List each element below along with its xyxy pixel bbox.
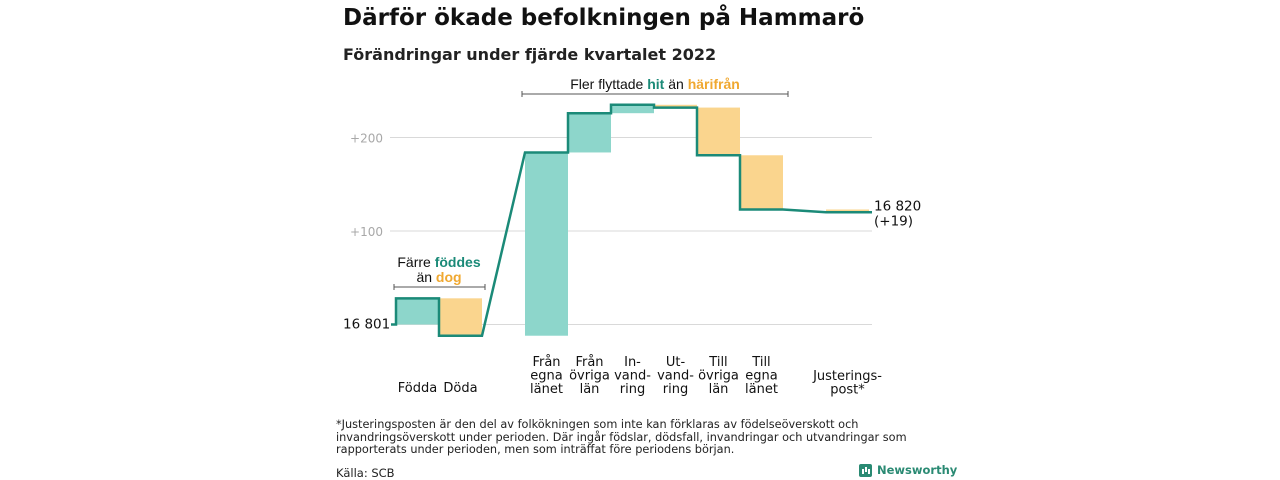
- chart-subtitle: Förändringar under fjärde kvartalet 2022: [343, 45, 717, 64]
- category-label-line: ring: [663, 382, 688, 397]
- bar: [525, 152, 568, 336]
- end-change-label: (+19): [874, 213, 913, 229]
- bar: [826, 209, 869, 213]
- bars: [396, 104, 869, 336]
- migration-annotation-prefix: Fler flyttade: [570, 76, 647, 92]
- category-label-line: ring: [620, 382, 645, 397]
- bar-chart-logo-icon: [859, 463, 872, 477]
- category-label-line: Justerings-: [812, 369, 882, 384]
- category-label-line: post*: [830, 383, 865, 398]
- bar: [439, 298, 482, 336]
- category-label: Födda: [398, 381, 437, 396]
- annotations: Färre föddes än dog Fler flyttade hit än…: [393, 76, 789, 290]
- category-label: Justerings-post*: [812, 369, 882, 398]
- gridlines: +200 +100: [350, 132, 872, 325]
- bar: [568, 113, 611, 153]
- category-label: Döda: [443, 381, 477, 396]
- category-label-line: egna: [745, 369, 777, 384]
- category-label-line: Från: [575, 355, 603, 370]
- deaths-highlight: dog: [436, 269, 462, 285]
- bar: [396, 298, 439, 325]
- category-label-line: övriga: [569, 369, 610, 384]
- cumulative-step-line: [391, 103, 872, 337]
- births-annotation-line1: Färre föddes: [397, 254, 480, 270]
- category-label: Ut-vand-ring: [657, 355, 694, 397]
- category-label-line: Från: [532, 355, 560, 370]
- start-value-label: 16 801: [343, 317, 390, 333]
- category-label: Till egna länet: [745, 355, 778, 397]
- category-label: Från övriga län: [569, 355, 610, 397]
- births-annotation-text: Färre: [397, 254, 434, 270]
- bar: [697, 107, 740, 156]
- category-label-line: Till: [708, 355, 727, 370]
- category-label-line: länet: [530, 382, 563, 397]
- brand-name: Newsworthy: [877, 463, 958, 477]
- bar: [611, 104, 654, 114]
- chart-title: Därför ökade befolkningen på Hammarö: [343, 5, 865, 31]
- category-label-line: vand-: [657, 369, 694, 384]
- category-label-line: Ut-: [666, 355, 686, 370]
- category-label-line: län: [709, 382, 729, 397]
- category-label: In-vand-ring: [614, 355, 651, 397]
- category-label-line: In-: [624, 355, 641, 370]
- bar: [654, 104, 697, 108]
- migration-highlight-in: hit: [647, 76, 664, 92]
- category-label: Från egna länet: [530, 355, 563, 397]
- category-label-line: vand-: [614, 369, 651, 384]
- deaths-annotation-text: än: [416, 269, 435, 285]
- y-tick-label: +200: [350, 132, 383, 146]
- footnote: *Justeringsposten är den del av folkökni…: [336, 418, 907, 456]
- category-label-line: övriga: [698, 369, 739, 384]
- category-label-line: Döda: [443, 381, 477, 396]
- migration-highlight-out: härifrån: [688, 76, 740, 92]
- category-label-line: egna: [530, 369, 562, 384]
- category-label-line: länet: [745, 382, 778, 397]
- category-label-line: Födda: [398, 381, 437, 396]
- end-value-label: 16 820: [874, 198, 921, 214]
- brand-logo: Newsworthy: [859, 463, 957, 477]
- births-highlight: föddes: [435, 254, 481, 270]
- y-tick-label: +100: [350, 225, 383, 239]
- migration-annotation-mid: än: [664, 76, 687, 92]
- source-label: Källa: SCB: [336, 466, 395, 480]
- category-label-line: län: [580, 382, 600, 397]
- migration-annotation: Fler flyttade hit än härifrån: [570, 76, 740, 92]
- births-annotation-line2: än dog: [416, 269, 461, 285]
- bar: [740, 155, 783, 210]
- category-label-line: Till: [751, 355, 770, 370]
- category-label: Till övriga län: [698, 355, 739, 397]
